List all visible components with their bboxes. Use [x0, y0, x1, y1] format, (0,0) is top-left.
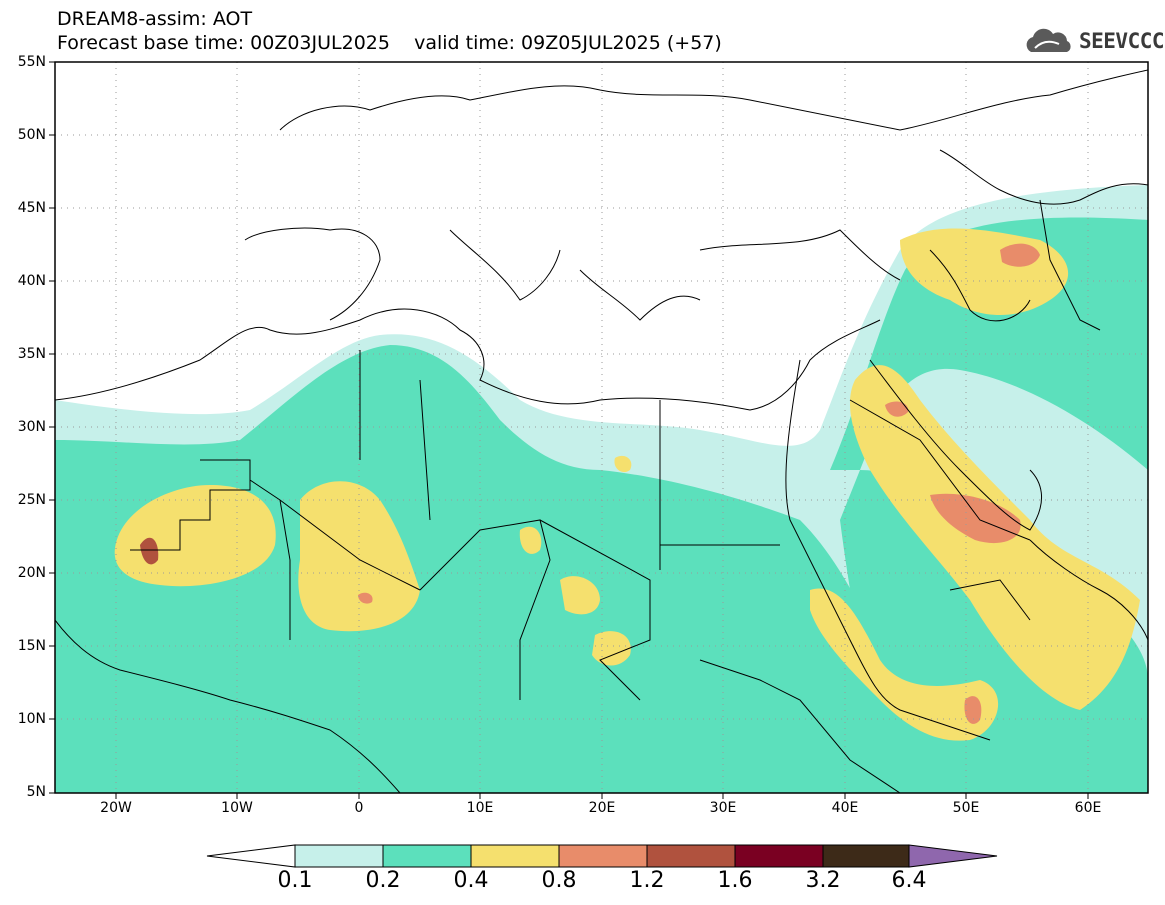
colorbar-bin-1: [382, 844, 472, 868]
colorbar-label: 0.2: [365, 868, 401, 893]
lat-label: 30N: [17, 419, 46, 435]
forecast-times: Forecast base time: 00Z03JUL2025 valid t…: [57, 32, 722, 54]
colorbar-label: 6.4: [891, 868, 927, 893]
lat-label: 55N: [17, 54, 46, 70]
lon-label: 20W: [100, 800, 132, 816]
axis-ticks: [49, 61, 1089, 799]
lon-label: 20E: [588, 800, 616, 816]
map-title: DREAM8-assim: AOT: [57, 8, 253, 30]
logo-text: SEEVCCC: [1079, 29, 1165, 53]
colorbar-label: 0.8: [541, 868, 577, 893]
lat-label: 25N: [17, 492, 46, 508]
seevccc-logo: SEEVCCC: [1021, 26, 1165, 56]
colorbar-label: 3.2: [805, 868, 841, 893]
map-graticule: [55, 62, 1148, 793]
colorbar-bin-4: [646, 844, 736, 868]
colorbar-bin-5: [734, 844, 824, 868]
lat-label: 15N: [17, 638, 46, 654]
colorbar-bin-2: [470, 844, 560, 868]
lat-label: 5N: [26, 784, 46, 800]
lat-label: 45N: [17, 200, 46, 216]
lat-label: 35N: [17, 346, 46, 362]
lon-label: 10E: [466, 800, 494, 816]
colorbar: [206, 844, 998, 868]
lon-label: 50E: [952, 800, 980, 816]
colorbar-over: [908, 844, 998, 868]
lat-label: 40N: [17, 273, 46, 289]
cloud-icon: [1026, 28, 1071, 52]
colorbar-label: 0.4: [453, 868, 489, 893]
lat-label: 20N: [17, 565, 46, 581]
colorbar-label: 1.2: [629, 868, 665, 893]
lon-label: 0: [354, 800, 364, 816]
lon-label: 40E: [831, 800, 859, 816]
lon-label: 10W: [221, 800, 253, 816]
colorbar-label: 0.1: [277, 868, 313, 893]
coastlines: [55, 69, 1148, 793]
lon-label: 30E: [709, 800, 737, 816]
colorbar-bin-6: [822, 844, 910, 868]
lon-label: 60E: [1074, 800, 1102, 816]
colorbar-bin-0: [294, 844, 384, 868]
lat-label: 50N: [17, 127, 46, 143]
lat-label: 10N: [17, 711, 46, 727]
colorbar-bin-3: [558, 844, 648, 868]
colorbar-label: 1.6: [717, 868, 753, 893]
colorbar-under: [206, 844, 296, 868]
